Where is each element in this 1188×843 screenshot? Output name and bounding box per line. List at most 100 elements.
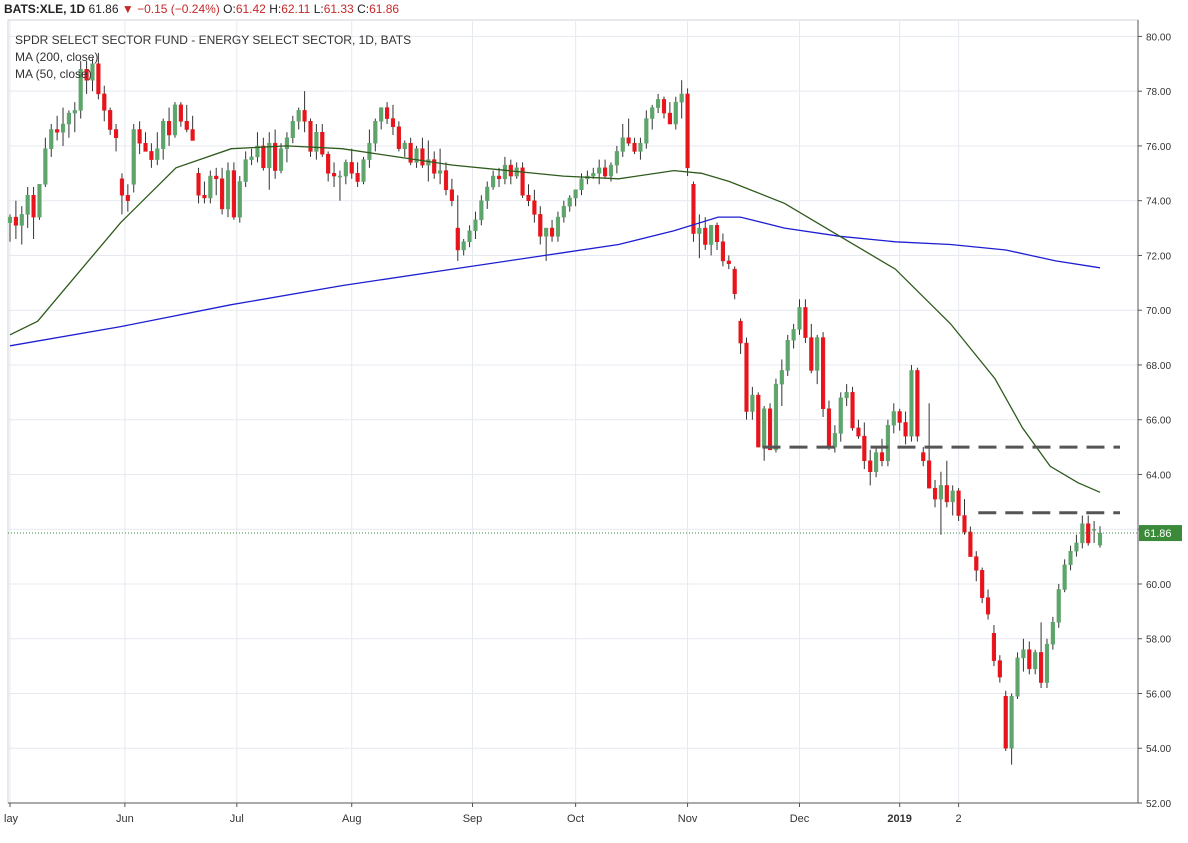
open-value: 61.42 <box>235 2 266 16</box>
candle <box>508 159 513 185</box>
candle-body <box>762 408 767 448</box>
candle-body <box>809 337 814 371</box>
candle <box>284 132 289 163</box>
candle <box>785 334 790 376</box>
high-label: H: <box>269 2 282 16</box>
x-tick-label: Dec <box>790 813 810 825</box>
candle-body <box>838 397 843 434</box>
candle-body <box>113 129 119 138</box>
candle <box>850 386 855 431</box>
candle <box>467 225 472 248</box>
candle-body <box>726 260 731 264</box>
candle-body <box>231 170 236 218</box>
candle-body <box>644 118 649 144</box>
candle <box>385 102 390 125</box>
candle <box>320 124 325 157</box>
candle-body <box>573 189 578 199</box>
candle-body <box>420 148 425 166</box>
candle-body <box>691 184 696 234</box>
candle <box>656 93 661 114</box>
candle <box>43 137 48 188</box>
candle <box>767 403 773 451</box>
y-tick-label: 60.00 <box>1146 580 1171 591</box>
y-tick-label: 52.00 <box>1146 799 1171 810</box>
candle <box>620 124 625 157</box>
candle-body <box>526 194 531 201</box>
candle-body <box>555 216 561 237</box>
candle-body <box>1039 652 1044 683</box>
candle-body <box>96 63 101 95</box>
candle <box>938 471 943 535</box>
candle-body <box>243 159 248 182</box>
candle-body <box>284 137 289 149</box>
symbol-label[interactable]: BATS:XLE, 1D <box>4 2 86 16</box>
candle <box>932 479 938 508</box>
candle-body <box>785 340 790 371</box>
candle-body <box>1074 542 1079 552</box>
ma50-legend[interactable]: MA (50, close) <box>15 67 92 81</box>
candle <box>13 200 18 240</box>
ma200-legend[interactable]: MA (200, close) <box>15 50 99 64</box>
candle <box>597 159 602 185</box>
candle-body <box>314 131 319 152</box>
candle-body <box>826 408 832 448</box>
candle-body <box>597 167 602 174</box>
candle-body <box>879 452 885 462</box>
candle <box>1092 521 1097 543</box>
y-tick-label: 54.00 <box>1146 744 1171 755</box>
candle <box>968 526 973 557</box>
candle-body <box>932 487 938 500</box>
candle-body <box>172 104 178 136</box>
candle <box>709 225 714 256</box>
candle-body <box>131 129 136 185</box>
candle-body <box>296 110 301 122</box>
candle-body <box>402 142 407 149</box>
candle-body <box>985 597 991 615</box>
candle-body <box>473 219 478 232</box>
candle-body <box>679 93 684 103</box>
candle <box>838 392 843 442</box>
candle-body <box>685 93 690 169</box>
x-tick-label: Sep <box>463 813 483 825</box>
candle <box>714 222 720 250</box>
y-tick-label: 58.00 <box>1146 635 1171 646</box>
candle-body <box>455 227 460 251</box>
candle-body <box>326 153 331 174</box>
candle-body <box>414 148 419 163</box>
candle-body <box>744 342 749 412</box>
candle <box>644 110 649 149</box>
candle <box>367 129 372 168</box>
candle <box>879 438 885 467</box>
candle <box>443 162 449 196</box>
candle <box>137 121 142 155</box>
candle <box>573 189 578 207</box>
candle-body <box>1050 622 1055 645</box>
candle-body <box>673 101 678 125</box>
candle-body <box>779 370 784 385</box>
candle-body <box>461 241 466 251</box>
candle <box>1033 649 1038 675</box>
candle <box>225 162 231 218</box>
candle-body <box>278 148 284 171</box>
candle-body <box>143 142 148 152</box>
y-tick-label: 68.00 <box>1146 361 1171 372</box>
candle <box>809 323 814 374</box>
x-tick-label: 2019 <box>887 813 911 825</box>
candle <box>1068 545 1073 571</box>
candle-body <box>549 227 555 237</box>
candle-body <box>355 173 360 182</box>
candle-body <box>479 200 484 221</box>
candle-body <box>396 126 401 149</box>
x-tick-label: Oct <box>567 813 584 825</box>
candle <box>314 124 319 160</box>
candle-body <box>626 137 631 144</box>
candle <box>1044 638 1050 689</box>
candle <box>308 118 313 157</box>
candle-body <box>49 129 54 149</box>
candle-body <box>220 178 225 210</box>
candle-body <box>408 142 413 163</box>
candle <box>108 107 113 135</box>
candle <box>856 419 861 439</box>
candle-body <box>137 129 142 144</box>
